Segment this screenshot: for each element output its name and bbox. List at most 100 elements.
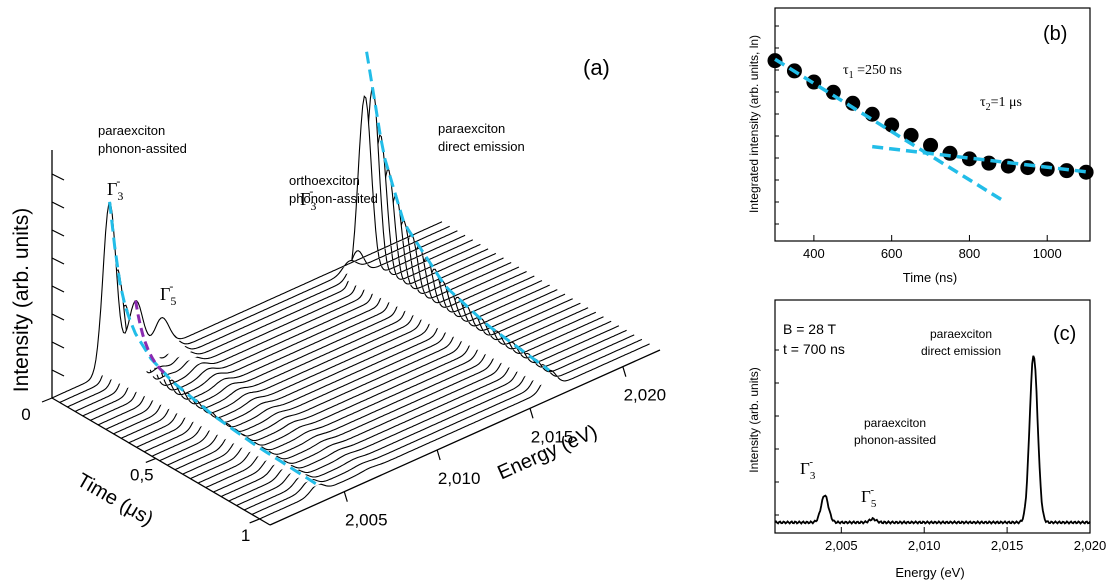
intensity-tick	[51, 229, 65, 237]
energy-tick	[343, 491, 348, 502]
trace-fill	[82, 88, 473, 416]
waterfall-trace	[113, 220, 504, 435]
panel-c-ylabel: Intensity (arb. units)	[747, 367, 761, 472]
time-tick-label: 1	[241, 526, 250, 545]
tau1-fit-line	[774, 57, 1006, 203]
waterfall-trace	[197, 307, 589, 484]
x-tick-label: 400	[803, 246, 825, 261]
panel-b-frame	[774, 7, 1091, 242]
para-direct-label-2: direct emission	[438, 139, 525, 154]
intensity-tick	[51, 173, 65, 181]
panel-b-decay: 400 600 800 1000 (b) Time (ns) Integrated i…	[747, 7, 1094, 285]
data-point	[1078, 164, 1094, 180]
time-axis	[51, 397, 271, 526]
energy-tick-label: 2,010	[438, 469, 481, 488]
waterfall-trace	[182, 298, 573, 475]
intensity-tick	[51, 369, 65, 377]
panel-c-gamma3: Γ3-	[800, 456, 816, 482]
trace-fill	[98, 169, 489, 425]
time-tick-label: 0	[21, 405, 30, 424]
trace-fill	[144, 269, 535, 452]
x-tick-label: 2,005	[825, 538, 858, 553]
panel-c-gamma5: Γ5-	[861, 484, 877, 510]
waterfall-trace	[213, 316, 604, 493]
para-direct-label-1: paraexciton	[438, 121, 505, 136]
para-direct-fit-line	[365, 51, 551, 372]
x-tick-label: 2,020	[1074, 538, 1107, 553]
ortho-phonon-label-2: phonon-assited	[289, 191, 378, 206]
waterfall-trace	[251, 338, 643, 515]
panel-b-x-ticks: 400 600 800 1000	[803, 235, 1062, 261]
panel-c-y-ticks	[775, 349, 779, 516]
x-tick-label: 2,010	[908, 538, 941, 553]
data-point	[1020, 160, 1036, 176]
data-point	[806, 74, 822, 90]
data-point	[942, 145, 958, 161]
panel-c-spectrum-line	[774, 355, 1091, 525]
panel-c-x-ticks: 2,005 2,010 2,015 2,020	[825, 527, 1106, 553]
para-phonon-label-2: phonon-assited	[98, 141, 187, 156]
energy-axis-ticks: 2,005 2,010 2,015 2,020	[343, 366, 667, 530]
data-point	[923, 137, 939, 153]
intensity-axis-ticks	[51, 173, 65, 377]
x-tick-label: 800	[959, 246, 981, 261]
intensity-tick	[51, 341, 65, 349]
panel-b-xlabel: Time (ns)	[903, 270, 957, 285]
ortho-fit-line	[134, 300, 166, 375]
waterfall-trace	[236, 329, 627, 506]
data-point	[981, 155, 997, 171]
energy-tick-label: 2,005	[345, 511, 388, 530]
panel-c-spectrum: 2,005 2,010 2,015 2,020 (c) Energy (eV) Int…	[747, 299, 1106, 580]
phonon-label-1: paraexciton	[864, 416, 926, 430]
x-tick-label: 600	[881, 246, 903, 261]
data-point	[903, 127, 919, 143]
tau1-label: τ1 =250 ns	[843, 63, 902, 81]
peak-label-2: direct emission	[921, 344, 1001, 358]
time-tick	[145, 457, 157, 464]
data-point	[1039, 161, 1055, 177]
waterfall-trace	[220, 320, 612, 498]
condition-time: t = 700 ns	[783, 341, 845, 357]
energy-tick	[436, 449, 441, 461]
waterfall-trace	[51, 202, 443, 399]
waterfall-trace	[59, 225, 450, 403]
phonon-label-2: phonon-assited	[854, 433, 936, 447]
waterfall-trace	[243, 334, 635, 511]
data-point	[884, 117, 900, 133]
condition-field: B = 28 T	[783, 321, 837, 337]
waterfall-trace	[120, 233, 512, 439]
panel-a-ylabel: Intensity (arb. units)	[10, 208, 33, 392]
x-tick-label: 1000	[1033, 246, 1062, 261]
panel-a-label: (a)	[583, 55, 610, 80]
trace-fill	[90, 135, 481, 421]
data-point	[961, 151, 977, 167]
tau2-fit-line	[872, 144, 1091, 174]
x-tick-label: 2,015	[991, 538, 1024, 553]
panel-a-waterfall: 0 0,5 1 2,005 2,010 2,015 2,020 (a) Intensity…	[10, 51, 667, 545]
gamma3-ortho-label: Γ3-	[300, 184, 316, 213]
intensity-tick	[51, 257, 65, 265]
time-tick-label: 0,5	[130, 465, 154, 484]
waterfall-trace	[228, 325, 620, 502]
peak-label-1: paraexciton	[930, 327, 992, 341]
para-phonon-label-1: paraexciton	[98, 123, 165, 138]
panel-c-label: (c)	[1053, 323, 1076, 345]
panel-b-ylabel: Integrated intensity (arb. units, ln)	[747, 35, 761, 213]
panel-b-y-ticks	[775, 25, 779, 225]
gamma3-left-label: Γ3-	[107, 174, 123, 203]
panel-b-label: (b)	[1043, 23, 1067, 45]
trace-fill	[75, 96, 466, 412]
time-tick	[249, 518, 260, 524]
energy-tick-label: 2,015	[531, 427, 574, 446]
waterfall-trace	[205, 311, 597, 489]
energy-axis	[269, 349, 661, 526]
para-phonon-fit-line	[108, 201, 319, 486]
intensity-tick	[51, 285, 65, 293]
gamma5-label: Γ5-	[160, 279, 176, 308]
time-tick	[41, 397, 53, 403]
tau2-label: τ2=1 μs	[980, 95, 1022, 113]
energy-tick-label: 2,020	[624, 386, 667, 405]
waterfall-trace	[190, 302, 581, 480]
